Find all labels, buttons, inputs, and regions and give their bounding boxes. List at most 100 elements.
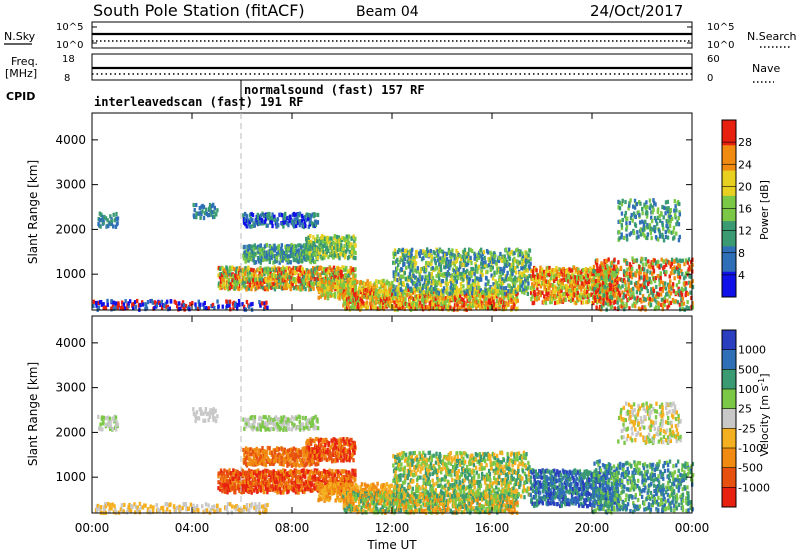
echo-cell bbox=[254, 260, 258, 265]
echo-cell bbox=[235, 269, 238, 274]
echo-cell bbox=[445, 286, 449, 291]
echo-cell bbox=[250, 257, 253, 262]
echo-cell bbox=[346, 297, 349, 302]
nave-label: Nave bbox=[752, 62, 780, 75]
velocity-scatter-layer bbox=[94, 401, 695, 515]
echo-cell bbox=[448, 291, 452, 296]
echo-cell bbox=[425, 267, 428, 273]
echo-cell bbox=[223, 505, 227, 510]
echo-cell bbox=[293, 217, 296, 222]
echo-cell bbox=[627, 277, 631, 282]
echo-cell bbox=[146, 509, 150, 514]
echo-cell bbox=[256, 212, 259, 217]
echo-cell bbox=[237, 280, 240, 286]
echo-cell bbox=[314, 212, 317, 218]
echo-cell bbox=[461, 254, 464, 259]
echo-cell bbox=[507, 295, 510, 301]
echo-cell bbox=[470, 266, 473, 272]
echo-cell bbox=[377, 279, 381, 284]
echo-cell bbox=[688, 280, 691, 285]
echo-cell bbox=[628, 306, 631, 311]
echo-cell bbox=[439, 256, 442, 261]
echo-cell bbox=[120, 305, 124, 310]
echo-cell bbox=[648, 223, 652, 228]
echo-cell bbox=[439, 289, 443, 294]
echo-cell bbox=[690, 295, 693, 301]
echo-cell bbox=[267, 487, 270, 492]
echo-cell bbox=[680, 286, 684, 291]
echo-cell bbox=[337, 266, 340, 271]
echo-cell bbox=[421, 266, 424, 271]
echo-cell bbox=[235, 306, 239, 311]
echo-cell bbox=[437, 252, 440, 257]
echo-cell bbox=[468, 295, 472, 300]
echo-cell bbox=[474, 276, 477, 281]
echo-cell bbox=[680, 297, 683, 302]
echo-cell bbox=[228, 286, 232, 291]
echo-cell bbox=[230, 510, 234, 515]
echo-cell bbox=[277, 471, 281, 476]
echo-cell bbox=[230, 284, 234, 289]
echo-cell bbox=[352, 291, 356, 296]
echo-cell bbox=[182, 305, 185, 310]
echo-cell bbox=[353, 288, 357, 293]
echo-cell bbox=[403, 256, 407, 261]
echo-cell bbox=[260, 301, 264, 306]
echo-cell bbox=[312, 221, 315, 227]
echo-cell bbox=[270, 484, 273, 489]
echo-cell bbox=[290, 275, 293, 280]
echo-cell bbox=[392, 260, 395, 265]
echo-cell bbox=[653, 279, 657, 284]
echo-cell bbox=[339, 282, 343, 288]
echo-cell bbox=[353, 242, 357, 247]
echo-cell bbox=[267, 266, 270, 271]
echo-cell bbox=[152, 505, 155, 510]
echo-cell bbox=[538, 277, 542, 282]
echo-cell bbox=[654, 305, 658, 310]
echo-cell bbox=[211, 202, 215, 207]
echo-cell bbox=[309, 217, 312, 222]
echo-cell bbox=[293, 224, 296, 229]
echo-cell bbox=[568, 288, 571, 294]
echo-cell bbox=[511, 300, 514, 305]
echo-cell bbox=[501, 280, 505, 286]
echo-cell bbox=[666, 298, 669, 303]
echo-cell bbox=[650, 280, 653, 285]
echo-cell bbox=[684, 274, 687, 279]
echo-cell bbox=[203, 300, 206, 306]
echo-cell bbox=[550, 299, 553, 304]
echo-cell bbox=[436, 249, 439, 254]
echo-cell bbox=[469, 270, 472, 275]
echo-cell bbox=[332, 293, 335, 298]
echo-cell bbox=[485, 296, 488, 301]
echo-cell bbox=[638, 284, 641, 289]
echo-cell bbox=[503, 300, 506, 305]
echo-cell bbox=[539, 275, 542, 280]
echo-cell bbox=[662, 238, 666, 243]
echo-cell bbox=[673, 199, 677, 204]
echo-cell bbox=[369, 281, 372, 286]
echo-cell bbox=[543, 273, 546, 278]
echo-cell bbox=[189, 302, 192, 307]
echo-cell bbox=[266, 490, 269, 495]
echo-cell bbox=[356, 296, 359, 301]
echo-cell bbox=[140, 505, 143, 510]
echo-cell bbox=[127, 303, 130, 309]
echo-cell bbox=[651, 271, 654, 276]
echo-cell bbox=[474, 283, 477, 288]
echo-cell bbox=[245, 299, 249, 305]
freq-label: Freq. bbox=[11, 55, 38, 68]
echo-cell bbox=[416, 282, 419, 287]
echo-cell bbox=[217, 486, 220, 491]
echo-cell bbox=[613, 292, 616, 298]
echo-cell bbox=[376, 297, 379, 302]
echo-cell bbox=[503, 278, 506, 283]
colorbar-tick-label: 24 bbox=[738, 158, 752, 171]
echo-cell bbox=[449, 250, 452, 255]
echo-cell bbox=[489, 305, 492, 310]
echo-cell bbox=[664, 281, 667, 286]
echo-cell bbox=[548, 278, 552, 283]
echo-cell bbox=[379, 297, 383, 302]
echo-cell bbox=[202, 215, 206, 221]
echo-cell bbox=[671, 282, 675, 287]
